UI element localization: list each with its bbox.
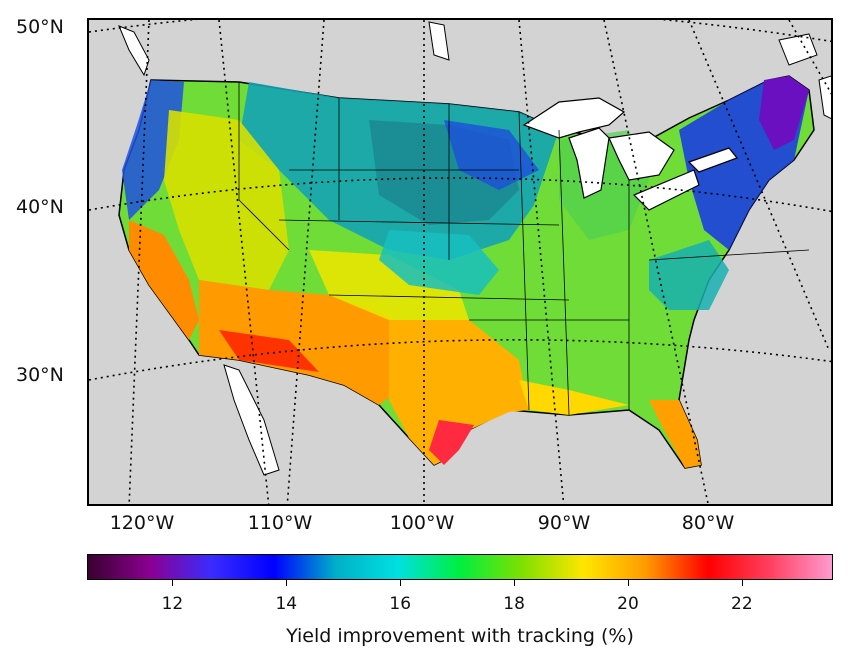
region-california: [129, 220, 199, 340]
lon-label-120: 120°W: [109, 512, 175, 534]
region-texas-coast: [429, 420, 474, 465]
region-blue-spots: [444, 120, 539, 190]
region-florida: [649, 400, 701, 468]
state-borders: [238, 82, 810, 416]
colorbar-tick-label: 18: [503, 594, 525, 614]
colorbar-tick: [514, 580, 516, 586]
colorbar-tick-label: 22: [731, 594, 753, 614]
colorbar-tick-label: 14: [275, 594, 298, 614]
colorbar-tick-label: 20: [617, 594, 639, 614]
great-lakes: [522, 97, 738, 211]
lat-label-40: 40°N: [16, 196, 64, 218]
colorbar-tick: [400, 580, 402, 586]
lon-label-100: 100°W: [389, 512, 455, 534]
lon-label-90: 90°W: [537, 512, 591, 534]
map-frame: [87, 18, 833, 506]
colorbar-tick-label: 16: [389, 594, 412, 614]
colorbar-tick: [627, 580, 629, 586]
region-az-red: [219, 330, 319, 372]
colorbar-title: Yield improvement with tracking (%): [286, 625, 634, 647]
region-southwest: [199, 280, 409, 405]
colorbar-tick: [286, 580, 288, 586]
region-gulf-yellow: [519, 380, 629, 415]
lat-label-30: 30°N: [16, 364, 64, 386]
region-maine: [759, 76, 809, 150]
lon-label-110: 110°W: [247, 512, 313, 534]
us-map: [89, 20, 831, 504]
lon-label-80: 80°W: [681, 512, 735, 534]
lat-label-50: 50°N: [16, 16, 64, 38]
region-kansas-cyan: [379, 230, 499, 295]
region-appalachia: [649, 240, 729, 310]
colorbar-tick-label: 12: [161, 594, 184, 614]
colorbar: [87, 554, 833, 580]
canada-islands: [118, 21, 831, 120]
colorbar-tick: [741, 580, 743, 586]
region-great-basin: [164, 110, 289, 290]
region-central-yellow: [309, 250, 469, 320]
region-pnw-coast: [122, 80, 184, 220]
baja-gulf: [223, 364, 280, 476]
graticule: [89, 20, 831, 504]
colorbar-tick: [172, 580, 174, 586]
